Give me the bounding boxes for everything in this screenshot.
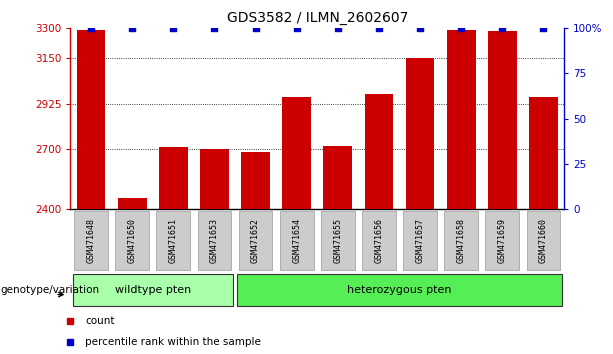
FancyBboxPatch shape xyxy=(280,211,313,270)
Text: genotype/variation: genotype/variation xyxy=(0,285,99,295)
Bar xyxy=(118,198,147,209)
FancyBboxPatch shape xyxy=(115,211,149,270)
Text: GSM471660: GSM471660 xyxy=(539,218,548,263)
Bar xyxy=(241,152,270,209)
Point xyxy=(292,25,302,31)
Text: GSM471654: GSM471654 xyxy=(292,218,301,263)
Text: GSM471650: GSM471650 xyxy=(128,218,137,263)
Bar xyxy=(406,58,435,209)
FancyBboxPatch shape xyxy=(156,211,190,270)
Title: GDS3582 / ILMN_2602607: GDS3582 / ILMN_2602607 xyxy=(227,11,408,24)
Bar xyxy=(77,30,105,209)
Bar xyxy=(488,31,517,209)
Text: heterozygous pten: heterozygous pten xyxy=(347,285,452,295)
FancyBboxPatch shape xyxy=(321,211,355,270)
Text: GSM471652: GSM471652 xyxy=(251,218,260,263)
Point xyxy=(128,25,137,31)
Point xyxy=(538,25,548,31)
FancyBboxPatch shape xyxy=(238,211,272,270)
FancyBboxPatch shape xyxy=(72,274,233,306)
Text: GSM471658: GSM471658 xyxy=(457,218,466,263)
Point xyxy=(210,25,219,31)
Bar xyxy=(365,93,394,209)
Text: GSM471657: GSM471657 xyxy=(416,218,425,263)
Bar xyxy=(529,97,558,209)
Bar xyxy=(159,147,188,209)
Point xyxy=(374,25,384,31)
Bar xyxy=(447,30,476,209)
Text: GSM471651: GSM471651 xyxy=(169,218,178,263)
FancyBboxPatch shape xyxy=(403,211,437,270)
Point xyxy=(497,25,507,31)
Bar xyxy=(324,145,352,209)
Text: percentile rank within the sample: percentile rank within the sample xyxy=(85,337,261,348)
Text: GSM471655: GSM471655 xyxy=(333,218,342,263)
Point xyxy=(86,25,96,31)
FancyBboxPatch shape xyxy=(527,211,560,270)
Text: GSM471656: GSM471656 xyxy=(375,218,383,263)
Text: wildtype pten: wildtype pten xyxy=(115,285,191,295)
FancyBboxPatch shape xyxy=(197,211,231,270)
Point xyxy=(456,25,466,31)
Point xyxy=(169,25,178,31)
FancyBboxPatch shape xyxy=(444,211,478,270)
Text: count: count xyxy=(85,316,115,326)
Bar xyxy=(200,149,229,209)
Bar xyxy=(282,97,311,209)
Point xyxy=(251,25,261,31)
Text: GSM471659: GSM471659 xyxy=(498,218,507,263)
Text: GSM471653: GSM471653 xyxy=(210,218,219,263)
Point xyxy=(333,25,343,31)
FancyBboxPatch shape xyxy=(237,274,562,306)
Text: GSM471648: GSM471648 xyxy=(86,218,96,263)
FancyBboxPatch shape xyxy=(74,211,108,270)
FancyBboxPatch shape xyxy=(485,211,519,270)
FancyBboxPatch shape xyxy=(362,211,396,270)
Point xyxy=(415,25,425,31)
